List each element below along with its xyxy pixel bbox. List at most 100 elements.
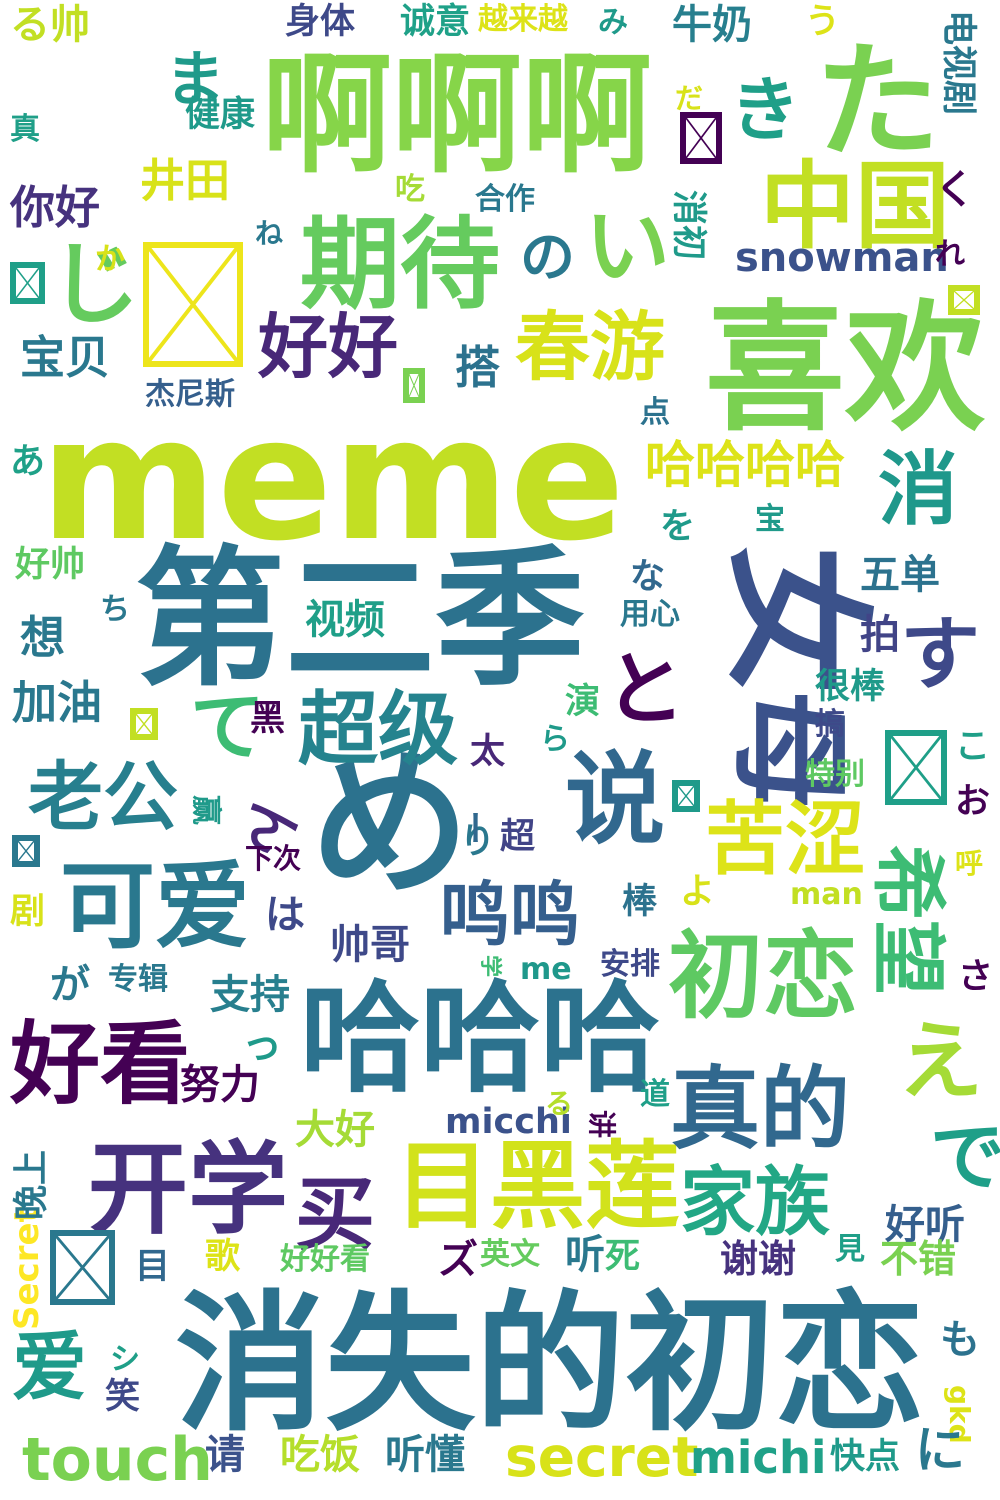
word-qing: 请: [205, 1432, 245, 1478]
word-xiwang: 希望: [864, 845, 952, 996]
word-ne: ね: [255, 217, 284, 250]
word-haohaokan: 好好看: [280, 1242, 370, 1277]
missing-glyph-box-large: [143, 242, 243, 367]
word-ta: た: [815, 30, 940, 175]
word-haoshuai: 好帅: [15, 545, 86, 585]
word-hei: 黑: [250, 699, 286, 739]
word-michi: michi: [690, 1431, 827, 1484]
word-tai: 太: [470, 732, 506, 772]
missing-glyph-box: [12, 835, 40, 867]
word-chifan: 吃饭: [280, 1432, 360, 1478]
word-ki: き: [730, 69, 800, 151]
word-mo: も: [940, 1317, 980, 1363]
word-xiaoshi-de-chulian: 消失的初恋: [175, 1278, 926, 1452]
word-bucuo: 不错: [880, 1237, 957, 1281]
word-si: 死: [605, 1237, 641, 1277]
word-gao: 搞: [815, 707, 845, 742]
word-jiang: 讲: [585, 1110, 618, 1139]
word-re: れ: [935, 237, 965, 272]
word-mumelian: 目黑莲: [395, 1132, 681, 1242]
word-jingtian: 井田: [140, 154, 231, 207]
word-e: え: [898, 1013, 984, 1112]
word-anpai: 安排: [600, 947, 660, 982]
word-yingwen: 英文: [480, 1237, 540, 1272]
word-ni: に: [915, 1421, 965, 1479]
word-zhongguo: 中国: [760, 152, 951, 262]
word-wo: を: [660, 507, 696, 547]
word-su: す: [900, 608, 980, 701]
word-kaixue: 开学: [88, 1131, 288, 1248]
word-micchi: micchi: [445, 1102, 572, 1142]
word-wanshang: 晚上: [12, 1149, 52, 1220]
word-bao: 宝: [755, 502, 785, 537]
word-zhuanji: 专辑: [108, 962, 168, 997]
word-mi-see: 見: [835, 1232, 865, 1267]
word-shuaige: 帅哥: [330, 922, 410, 968]
word-chengyi: 诚意: [400, 2, 471, 42]
missing-glyph-box: [948, 285, 980, 315]
word-mai: 买: [295, 1168, 375, 1261]
word-meme: meme: [40, 381, 625, 579]
word-yan: 演: [565, 682, 601, 722]
word-ge: 歌: [205, 1237, 241, 1277]
word-chaoji: 超级: [298, 683, 458, 776]
word-pai: 拍: [860, 612, 900, 658]
word-kuaidian: 快点: [830, 1437, 901, 1477]
word-nihao: 你好: [10, 181, 101, 234]
word-haokan: 好看: [10, 1012, 190, 1117]
word-shi: シ: [110, 1342, 140, 1377]
word-jienisi: 杰尼斯: [145, 377, 235, 412]
word-zu: ズ: [438, 1237, 478, 1283]
word-ka: か: [95, 242, 125, 277]
word-touch: touch: [22, 1425, 213, 1495]
word-chi: 吃: [395, 172, 425, 207]
word-jiankang: 健康: [185, 95, 256, 135]
word-tsu: っ: [242, 1022, 282, 1068]
word-hu: 呼: [955, 847, 984, 880]
word-yongxin: 用心: [620, 597, 680, 632]
word-mingming: 鸣鸣: [440, 874, 580, 956]
word-tebie: 特别: [805, 757, 865, 792]
word-man: man: [790, 877, 863, 912]
word-niunai: 牛奶: [672, 2, 752, 48]
missing-glyph-box: [672, 780, 700, 812]
word-a: あ: [10, 442, 46, 482]
word-u: う: [805, 2, 841, 42]
word-zhende: 真的: [670, 1057, 850, 1162]
word-ru-shuai: る帅: [10, 2, 90, 48]
word-dierji: 第二季: [135, 533, 586, 707]
word-i: い: [585, 198, 671, 297]
word-te: て: [190, 683, 266, 771]
word-tingdong: 听懂: [385, 1432, 465, 1478]
word-baobei: 宝贝: [20, 331, 111, 384]
word-mi: み: [598, 5, 628, 40]
word-xiaochu: 消初: [668, 190, 708, 261]
word-ku: く: [935, 167, 975, 213]
word-ying: 赢: [188, 795, 223, 825]
word-shenti: 身体: [285, 2, 356, 42]
missing-glyph-box: [130, 708, 158, 740]
word-secret: secret: [505, 1425, 699, 1489]
word-ji: じ: [50, 232, 140, 337]
word-chi-kana: ち: [100, 592, 130, 627]
word-ting: 听: [565, 1232, 605, 1278]
word-jiazu: 家族: [680, 1158, 831, 1246]
word-ra: ら: [540, 722, 570, 757]
word-me-kana: め: [310, 731, 471, 918]
word-ko: こ: [955, 727, 991, 767]
word-shuo: 说: [565, 741, 665, 858]
word-ju: 剧: [10, 892, 46, 932]
word-mu-eye: 目: [135, 1247, 171, 1287]
word-qidai: 期待: [300, 206, 500, 323]
word-keai: 可爱: [60, 852, 251, 962]
word-ai: 爱: [12, 1323, 88, 1411]
word-ha: は: [265, 892, 305, 938]
word-hezuo: 合作: [475, 182, 535, 217]
word-yuelaiyue: 越来越: [478, 2, 568, 37]
word-chulian: 初恋: [668, 922, 859, 1032]
word-xue: 学: [477, 955, 502, 978]
word-kuse: 苦涩: [705, 793, 865, 886]
word-dian: 点: [640, 395, 670, 430]
word-da-kana: だ: [675, 82, 704, 115]
missing-glyph-box: [50, 1230, 115, 1305]
